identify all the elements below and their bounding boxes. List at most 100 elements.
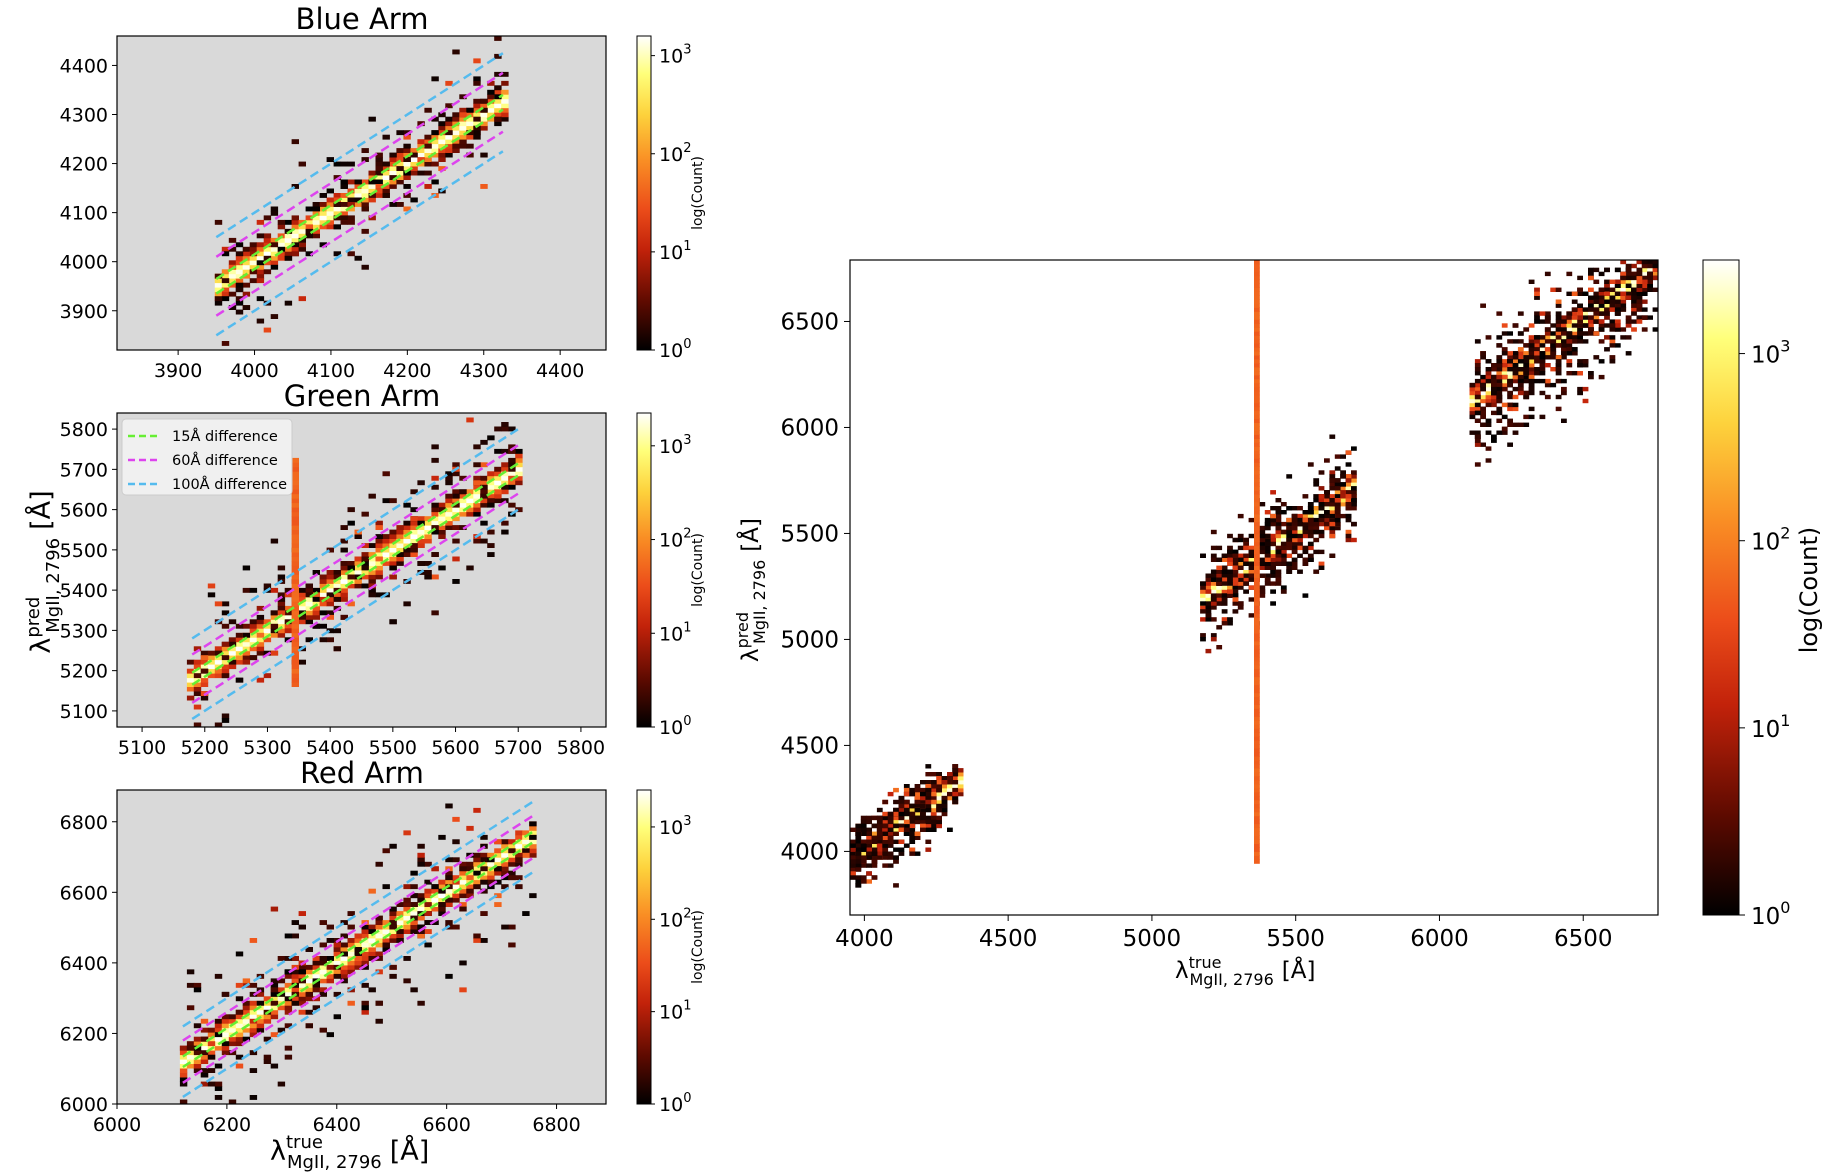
heatmap-cell (452, 493, 460, 499)
heatmap-cell (396, 130, 404, 136)
heatmap-cell (249, 938, 258, 943)
heatmap-cell (410, 489, 418, 495)
heatmap-cell (249, 1095, 258, 1100)
heatmap-cell (1614, 283, 1621, 288)
heatmap-cell (1254, 553, 1260, 558)
heatmap-cell (909, 851, 916, 856)
heatmap-cell (417, 857, 425, 863)
heatmap-cell (1496, 394, 1503, 400)
heatmap-cell (914, 835, 921, 840)
heatmap-cell (438, 565, 446, 571)
heatmap-cell (277, 614, 286, 620)
heatmap-cell (354, 947, 362, 952)
frame-red (116, 789, 607, 1105)
heatmap-cell (1528, 382, 1535, 388)
heatmap-cell (333, 628, 341, 634)
heatmap-cell (389, 534, 397, 539)
heatmap-cell (1210, 553, 1217, 558)
heatmap-cell (466, 884, 474, 890)
heatmap-cell (866, 851, 872, 856)
heatmap-cell (291, 596, 299, 602)
heatmap-cell (382, 848, 390, 854)
heatmap-cell (1210, 597, 1217, 602)
heatmap-cell (1561, 319, 1567, 324)
heatmap-cell (1351, 446, 1357, 451)
heatmap-cell (298, 969, 306, 975)
heatmap-cell (494, 116, 502, 122)
heatmap-cell (1480, 442, 1486, 447)
heatmap-cell (179, 1068, 188, 1073)
heatmap-cell (1200, 601, 1206, 606)
colorbar-tick-label: 100 (1751, 898, 1790, 930)
heatmap-cell (284, 991, 293, 997)
heatmap-cell (1264, 537, 1271, 543)
heatmap-cell (898, 827, 905, 832)
heatmap-red (179, 799, 537, 1104)
heatmap-cell (1254, 283, 1260, 288)
heatmap-cell (403, 956, 411, 961)
heatmap-cell (389, 843, 397, 849)
heatmap-cell (354, 255, 362, 261)
heatmap-cell (1561, 386, 1567, 392)
heatmap-cell (1507, 390, 1513, 396)
x-tick-label: 4400 (536, 360, 584, 382)
heatmap-cell (1496, 398, 1503, 404)
heatmap-cell (473, 489, 481, 495)
heatmap-cell (410, 547, 418, 553)
heatmap-cell (1318, 470, 1325, 475)
heatmap-cell (256, 677, 265, 683)
y-tick-label: 4000 (780, 839, 839, 865)
heatmap-cell (354, 960, 362, 966)
heatmap-cell (403, 924, 411, 930)
heatmap-cell (1496, 367, 1503, 372)
heatmap-cell (1609, 319, 1616, 324)
heatmap-cell (882, 815, 889, 821)
heatmap-cell (1598, 339, 1605, 344)
heatmap-cell (480, 116, 488, 122)
heatmap-cell (305, 251, 313, 257)
heatmap-cell (1254, 363, 1260, 368)
heatmap-cell (1264, 553, 1271, 558)
heatmap-cell (480, 121, 488, 127)
heatmap-cell (1324, 498, 1330, 503)
heatmap-cell (1291, 529, 1298, 535)
y-tick-label: 6400 (60, 953, 108, 975)
heatmap-cell (494, 112, 502, 118)
heatmap-cell (445, 130, 453, 136)
heatmap-cell (466, 511, 474, 517)
heatmap-cell (529, 852, 537, 858)
heatmap-cell (871, 863, 878, 868)
heatmap-cell (1286, 569, 1293, 574)
heatmap-cell (438, 157, 446, 162)
heatmap-cell (1582, 331, 1589, 336)
heatmap-cell (1496, 311, 1503, 316)
panel-title-blue: Blue Arm (296, 2, 429, 36)
heatmap-cell (1485, 398, 1492, 404)
heatmap-cell (368, 193, 376, 198)
reference-line-15-lower (215, 108, 504, 295)
heatmap-cell (389, 565, 397, 571)
heatmap-cell (925, 847, 932, 852)
heatmap-cell (1264, 525, 1271, 531)
heatmap-cell (1544, 331, 1551, 336)
heatmap-cell (417, 170, 425, 176)
heatmap-cell (452, 516, 460, 522)
heatmap-cell (501, 471, 509, 477)
heatmap-cell (347, 219, 355, 225)
heatmap-cell (1232, 589, 1239, 594)
heatmap-cell (277, 996, 286, 1002)
heatmap-cell (925, 780, 932, 785)
heatmap-cell (1221, 601, 1228, 606)
heatmap-cell (1254, 319, 1260, 324)
heatmap-cell (1593, 295, 1600, 300)
heatmap-cell (1647, 287, 1653, 292)
heatmap-cell (459, 112, 467, 118)
heatmap-cell (480, 498, 488, 504)
heatmap-cell (1652, 260, 1658, 265)
heatmap-cell (270, 1000, 279, 1006)
heatmap-cell (1609, 359, 1616, 364)
heatmap-cell (193, 1068, 202, 1073)
heatmap-cell (200, 695, 209, 701)
heatmap-cell (466, 825, 474, 831)
heatmap-cell (1544, 355, 1551, 360)
